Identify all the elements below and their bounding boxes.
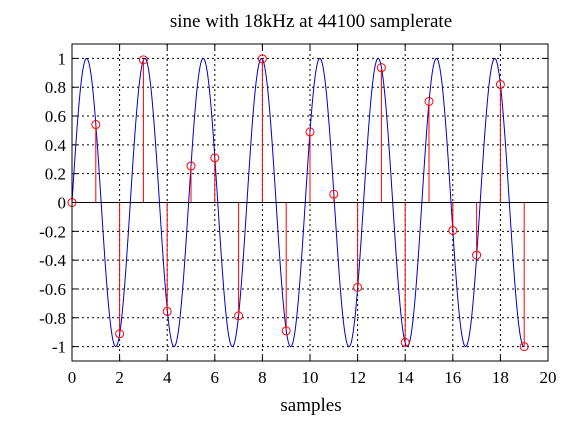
sample-point xyxy=(519,342,529,352)
y-tick-label: -0.2 xyxy=(39,222,66,241)
sine-curve-layer xyxy=(71,57,525,348)
x-tick-label: 4 xyxy=(163,368,172,387)
sample-point xyxy=(472,250,482,260)
sine-curve xyxy=(71,57,525,348)
sample-point xyxy=(400,337,410,347)
x-tick-label: 16 xyxy=(444,368,461,387)
x-tick-label: 0 xyxy=(68,368,77,387)
sample-point xyxy=(257,54,267,64)
y-tick-label: 0.2 xyxy=(45,165,66,184)
sample-point xyxy=(353,282,363,292)
y-tick-label: -0.4 xyxy=(39,251,66,270)
sample-point xyxy=(138,55,148,65)
sample-point xyxy=(376,63,386,73)
y-tick-label: -1 xyxy=(52,338,66,357)
sample-point xyxy=(162,306,172,316)
y-tick-label: -0.8 xyxy=(39,309,66,328)
ticks-layer: 0 2 4 6 8 10 12 14 16 18 20 1 0.8 0.6 0.4 0.2 0 -0.2 -0.4 -… xyxy=(39,44,557,387)
sample-point xyxy=(305,127,315,137)
y-tick-label: 0.4 xyxy=(45,136,67,155)
sample-point xyxy=(281,326,291,336)
sample-point xyxy=(424,96,434,106)
chart-title: sine with 18kHz at 44100 samplerate xyxy=(170,11,452,32)
sample-point xyxy=(186,161,196,171)
x-tick-label: 8 xyxy=(258,368,267,387)
sample-point xyxy=(115,329,125,339)
x-tick-label: 6 xyxy=(211,368,220,387)
x-tick-label: 10 xyxy=(302,368,319,387)
sample-point xyxy=(91,120,101,130)
y-tick-label: -0.6 xyxy=(39,280,66,299)
x-axis-label: samples xyxy=(280,395,341,416)
y-tick-label: 0.6 xyxy=(45,107,66,126)
x-tick-label: 20 xyxy=(540,368,557,387)
sample-point xyxy=(448,225,458,235)
x-tick-label: 12 xyxy=(349,368,366,387)
sample-point xyxy=(210,153,220,163)
sample-stem-layer xyxy=(67,54,529,352)
axes-frame xyxy=(71,43,549,362)
x-tick-label: 2 xyxy=(115,368,124,387)
sample-point xyxy=(329,189,339,199)
sample-point xyxy=(495,79,505,89)
sample-point xyxy=(234,311,244,321)
x-tick-label: 14 xyxy=(397,368,415,387)
y-tick-label: 0 xyxy=(58,194,67,213)
y-tick-label: 0.8 xyxy=(45,78,66,97)
x-tick-label: 18 xyxy=(492,368,509,387)
y-tick-label: 1 xyxy=(58,49,67,68)
